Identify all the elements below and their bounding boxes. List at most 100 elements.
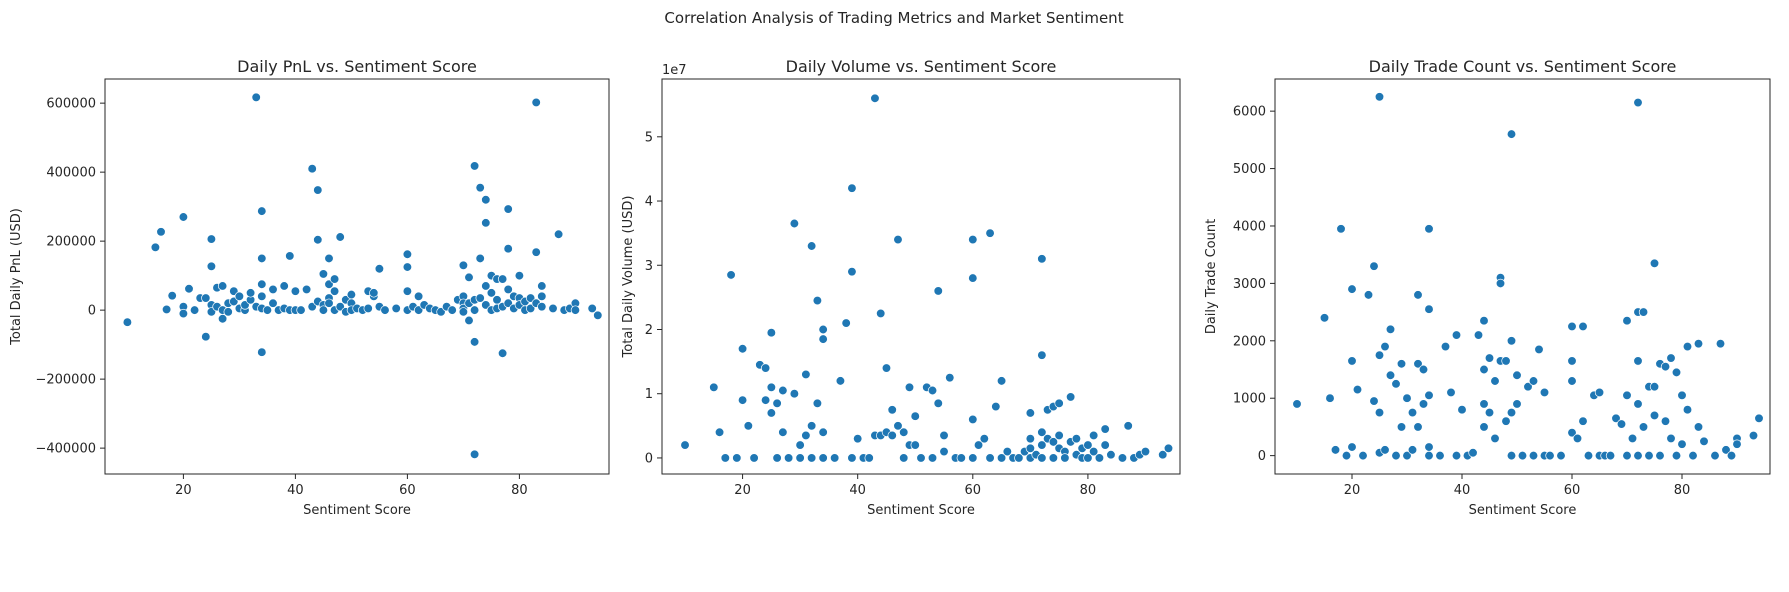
- scatter-point: [1677, 439, 1687, 449]
- scatter-point: [257, 279, 267, 289]
- scatter-point: [1037, 453, 1047, 463]
- scatter-point: [475, 293, 485, 303]
- scatter-point: [285, 251, 295, 261]
- scatter-point: [1025, 408, 1036, 418]
- scatter-point: [1140, 446, 1151, 457]
- scatter-point: [1163, 443, 1174, 453]
- scatter-point: [1710, 450, 1720, 461]
- scatter-point: [1583, 450, 1594, 461]
- scatter-point: [475, 183, 485, 193]
- scatter-point: [1539, 387, 1550, 398]
- scatter-point: [1054, 398, 1064, 408]
- y-tick-label: 2: [645, 323, 653, 338]
- subplot-title: Daily Volume vs. Sentiment Score: [786, 57, 1057, 76]
- scatter-point: [1484, 353, 1495, 363]
- x-tick-label: 40: [1454, 483, 1471, 498]
- scatter-point: [531, 247, 541, 257]
- scatter-point: [1083, 453, 1093, 463]
- scatter-point: [806, 241, 817, 251]
- scatter-point: [1649, 382, 1660, 392]
- scatter-point: [1014, 453, 1024, 463]
- scatter-point: [1413, 422, 1423, 432]
- scatter-point: [481, 218, 491, 228]
- scatter-point: [1089, 446, 1099, 457]
- scatter-point: [772, 453, 782, 463]
- scatter-point: [1622, 450, 1632, 461]
- y-offset-label: 1e7: [662, 63, 687, 78]
- scatter-point: [1578, 416, 1588, 426]
- scatter-point: [217, 314, 228, 324]
- scatter-point: [257, 206, 267, 216]
- scatter-point: [503, 284, 513, 295]
- scatter-point: [1106, 450, 1116, 460]
- scatter-point: [1605, 450, 1616, 461]
- scatter-point: [447, 305, 457, 315]
- scatter-point: [279, 281, 289, 291]
- subplot-title: Daily Trade Count vs. Sentiment Score: [1369, 57, 1677, 76]
- x-tick-label: 80: [1080, 483, 1097, 498]
- scatter-point: [1506, 450, 1517, 461]
- scatter-points: [122, 92, 603, 459]
- scatter-point: [772, 398, 782, 408]
- scatter-point: [1374, 407, 1385, 418]
- scatter-point: [818, 427, 828, 437]
- scatter-point: [1512, 370, 1522, 380]
- scatter-point: [864, 453, 874, 463]
- scatter-point: [1440, 341, 1451, 352]
- scatter-point: [1374, 92, 1385, 102]
- scatter-point: [391, 303, 401, 314]
- x-tick-label: 80: [511, 483, 528, 498]
- scatter-point: [1721, 445, 1731, 455]
- scatter-point: [1407, 445, 1418, 455]
- scatter-point: [1002, 446, 1012, 457]
- scatter-point: [927, 453, 938, 463]
- scatter-point: [812, 398, 823, 408]
- y-tick-label: 6000: [1233, 105, 1266, 120]
- scatter-point: [1572, 433, 1583, 444]
- scatter-point: [206, 261, 217, 271]
- scatter-point: [1506, 336, 1517, 346]
- scatter-point: [570, 305, 581, 315]
- subplot-title: Daily PnL vs. Sentiment Score: [237, 57, 477, 76]
- scatter-point: [1451, 330, 1462, 340]
- scatter-point: [795, 453, 805, 463]
- scatter-point: [329, 286, 340, 296]
- x-tick-label: 60: [965, 483, 982, 498]
- scatter-point: [497, 348, 508, 358]
- scatter-point: [217, 281, 228, 291]
- scatter-point: [469, 337, 480, 347]
- scatter-point: [1158, 450, 1168, 460]
- scatter-point: [1037, 440, 1047, 450]
- scatter-point: [492, 295, 502, 305]
- scatter-point: [318, 305, 329, 315]
- scatter-point: [245, 288, 256, 298]
- scatter-point: [985, 453, 995, 463]
- scatter-point: [1424, 224, 1434, 234]
- scatter-point: [991, 401, 1001, 412]
- scatter-point: [402, 262, 413, 272]
- scatter-point: [1424, 390, 1434, 400]
- scatter-point: [1418, 364, 1429, 375]
- scatter-point: [257, 291, 267, 301]
- scatter-point: [933, 398, 943, 408]
- scatter-point: [1726, 450, 1737, 461]
- scatter-point: [1380, 341, 1390, 352]
- scatter-point: [870, 93, 880, 103]
- y-tick-label: −200000: [35, 373, 96, 388]
- y-tick-label: 1: [645, 387, 653, 402]
- scatter-point: [1380, 445, 1390, 455]
- scatter-point: [537, 291, 547, 301]
- scatter-point: [789, 389, 800, 399]
- scatter-point: [206, 234, 217, 244]
- scatter-point: [363, 303, 373, 314]
- y-tick-label: 5: [645, 130, 653, 145]
- scatter-point: [1638, 422, 1649, 432]
- y-tick-label: 0: [88, 304, 96, 319]
- scatter-point: [720, 453, 730, 463]
- scatter-point: [1666, 433, 1676, 444]
- scatter-point: [1083, 440, 1093, 450]
- scatter-point: [1369, 396, 1379, 406]
- scatter-point: [795, 440, 805, 450]
- scatter-point: [1616, 419, 1627, 429]
- scatter-point: [835, 376, 846, 386]
